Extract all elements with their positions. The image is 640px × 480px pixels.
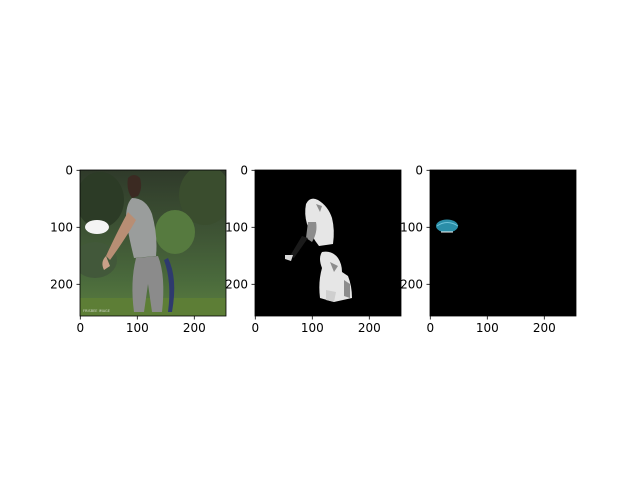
panel-3-mask: 0 100 200 0 100 200 [400, 164, 577, 335]
panel-3-ytick-0: 0 [415, 164, 423, 178]
mask-gray-region [306, 222, 317, 242]
photo-watermark: FRISBEE IMAGE [83, 309, 110, 313]
panel-2-xtick-200: 200 [358, 321, 381, 335]
panel-3-x-axis: 0 100 200 [426, 316, 556, 335]
panel-2-xtick-100: 100 [301, 321, 324, 335]
mask-person-lower [319, 251, 352, 302]
panel-3-xtick-200: 200 [533, 321, 556, 335]
panel-2-y-axis: 0 100 200 [225, 164, 255, 292]
panel-1-frame [79, 169, 227, 317]
panel-2-ytick-100: 100 [225, 221, 248, 235]
panel-1-x-axis: 0 100 200 [76, 316, 206, 335]
panel-1-photo: FRISBEE IMAGE 0 100 200 0 100 200 [50, 164, 227, 335]
frisbee-icon [85, 220, 109, 234]
panel-2-xtick-0: 0 [251, 321, 259, 335]
frisbee-mask-icon [436, 219, 458, 233]
panel-3-y-axis: 0 100 200 [400, 164, 430, 292]
panel-1-xtick-100: 100 [126, 321, 149, 335]
panel-2-ytick-0: 0 [240, 164, 248, 178]
mask-image [255, 170, 401, 316]
panel-1-y-axis: 0 100 200 [50, 164, 80, 292]
panel-1-ytick-0: 0 [65, 164, 73, 178]
panel-2-frame [254, 169, 402, 317]
panel-2-x-axis: 0 100 200 [251, 316, 381, 335]
panel-1-xtick-0: 0 [76, 321, 84, 335]
object-mask-image [430, 170, 576, 316]
panel-3-ytick-100: 100 [400, 221, 423, 235]
panel-2-ytick-200: 200 [225, 278, 248, 292]
panel-1-ytick-100: 100 [50, 221, 73, 235]
panel-3-ytick-200: 200 [400, 278, 423, 292]
panel-1-ytick-200: 200 [50, 278, 73, 292]
panel-3-frame [429, 169, 577, 317]
photo-image: FRISBEE IMAGE [80, 170, 226, 316]
panel-2-mask: 0 100 200 0 100 200 [225, 164, 402, 335]
person-icon [102, 175, 175, 312]
panel-3-xtick-100: 100 [476, 321, 499, 335]
panel-3-xtick-0: 0 [426, 321, 434, 335]
panel-1-xtick-200: 200 [183, 321, 206, 335]
